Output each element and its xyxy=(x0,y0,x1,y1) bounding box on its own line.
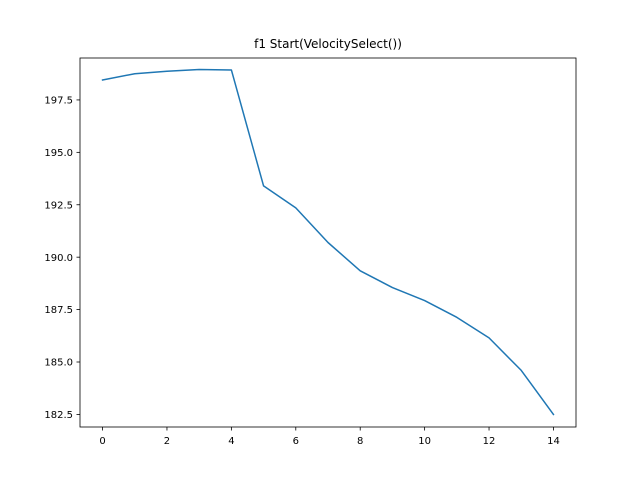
y-tick-label: 182.5 xyxy=(44,410,73,421)
x-tick-label: 12 xyxy=(483,436,496,447)
y-tick-label: 190.0 xyxy=(44,253,73,264)
y-tick-label: 192.5 xyxy=(44,200,73,211)
x-tick-label: 2 xyxy=(164,436,170,447)
x-tick-label: 0 xyxy=(99,436,105,447)
y-tick-label: 187.5 xyxy=(44,305,73,316)
series-line-0 xyxy=(101,68,555,416)
axes-frame xyxy=(79,57,577,428)
y-tick-label: 185.0 xyxy=(44,358,73,369)
x-tick-label: 6 xyxy=(293,436,299,447)
x-tick-label: 4 xyxy=(228,436,234,447)
plot-area xyxy=(101,68,555,416)
chart-title: f1 Start(VelocitySelect()) xyxy=(254,37,402,51)
y-tick-label: 195.0 xyxy=(44,148,73,159)
x-tick-label: 10 xyxy=(418,436,431,447)
y-tick-label: 197.5 xyxy=(44,96,73,107)
x-tick-label: 8 xyxy=(357,436,363,447)
x-tick-label: 14 xyxy=(547,436,560,447)
axes: 0 2 4 6 8 10 12 14 182.5 185.0 187.5 190.0 192.5 195.… xyxy=(44,57,577,447)
